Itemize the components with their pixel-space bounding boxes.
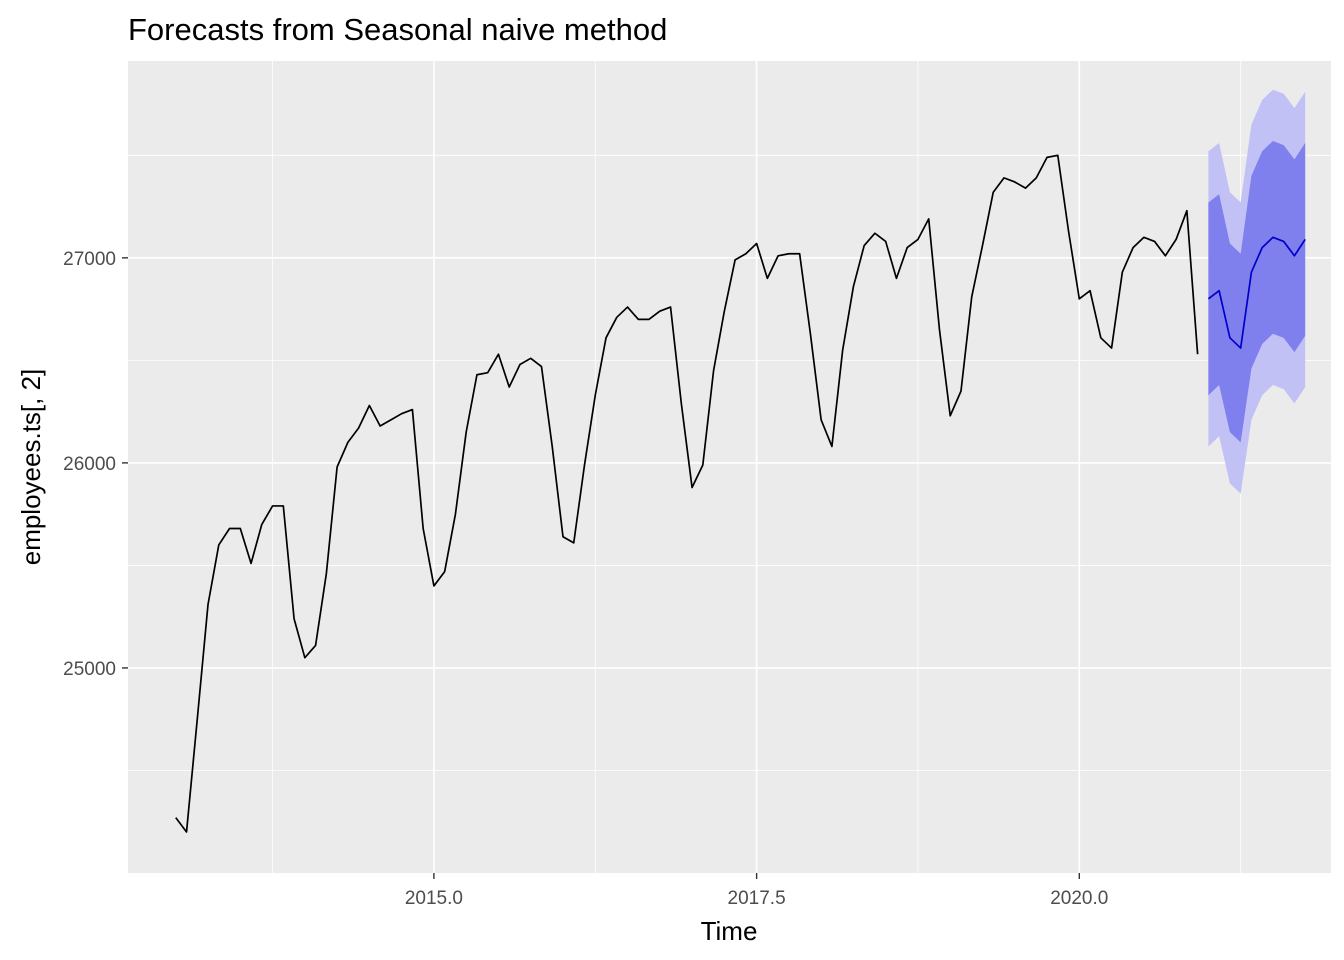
prediction-intervals (1208, 89, 1306, 494)
minor-gridlines (128, 61, 1331, 873)
y-axis-title: employees.ts[, 2] (16, 369, 46, 566)
y-tick-label: 26000 (63, 454, 116, 475)
chart-title: Forecasts from Seasonal naive method (128, 12, 667, 47)
x-tick-label: 2017.5 (728, 888, 786, 909)
y-tick-label: 25000 (63, 659, 116, 680)
x-tick-label: 2015.0 (405, 888, 463, 909)
y-tick-label: 27000 (63, 249, 116, 270)
history-line (175, 154, 1199, 833)
forecast-mean-line (1207, 236, 1306, 349)
x-axis-title: Time (701, 916, 758, 946)
major-gridlines (128, 61, 1331, 873)
series-lines (175, 154, 1306, 833)
pi80-band (1208, 140, 1306, 443)
axis-ticks: 2015.0 2017.5 2020.0 25000 26000 27000 (63, 249, 1108, 909)
x-tick-label: 2020.0 (1050, 888, 1108, 909)
plot-panel (128, 61, 1331, 873)
